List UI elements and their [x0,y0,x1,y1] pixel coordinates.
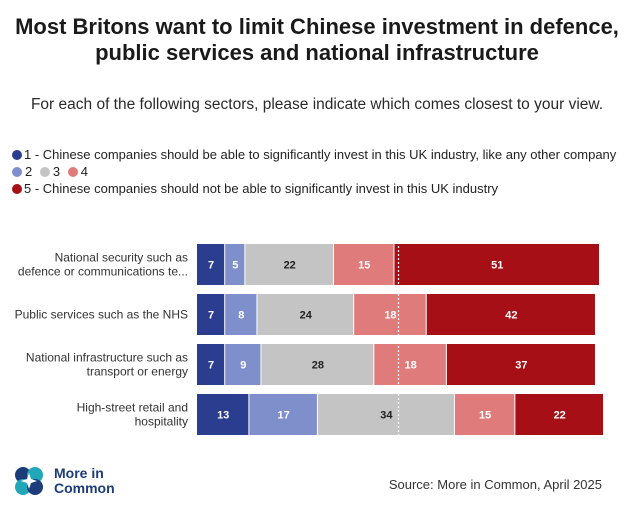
bar-segment [354,294,426,335]
legend-item-3: 3 [39,164,61,179]
legend-swatch-3 [39,167,50,177]
bar-segment [515,394,604,435]
bar-segment [317,394,454,435]
brand-line-1: More in [54,465,104,481]
bar-segment [225,244,245,285]
legend-swatch-2 [12,167,22,177]
category-label: High-street retail and hospitality [77,401,188,429]
category-label: Public services such as the NHS [15,308,188,322]
bar-segment [257,294,354,335]
data-label: 15 [479,410,491,422]
category-label: National security such as defence or comm… [18,251,188,279]
data-label: 24 [300,310,313,322]
bar-segment [426,294,595,335]
legend-label-5: 5 - Chinese companies should not be able… [24,181,499,196]
legend-label-2: 2 [25,164,33,179]
data-label: 17 [278,410,290,422]
legend-label-1: 1 - Chinese companies should be able to … [24,147,617,162]
bar-segment [454,394,515,435]
legend-label-3: 3 [52,164,61,179]
legend-items-2-4: 2 3 4 [12,163,622,180]
data-label: 42 [505,310,517,322]
bar-segment [249,394,317,435]
bar-segment [394,244,599,285]
bar-segment [261,344,374,385]
category-label: National infrastructure such as transport… [26,351,188,379]
bar-segment [374,344,446,385]
bar-segment [225,344,261,385]
source-note: Source: More in Common, April 2025 [388,477,602,492]
bar-segment [197,394,249,435]
data-label: 7 [208,260,214,272]
legend-swatch-5 [12,184,22,194]
bar-segment [197,344,225,385]
bar-segment [197,244,225,285]
data-label: 7 [208,310,214,322]
data-label: 37 [515,360,527,372]
data-label: 22 [554,410,566,422]
data-label: 34 [380,410,393,422]
data-label: 51 [491,260,503,272]
brand-line-2: Common [54,480,115,496]
data-label: 5 [232,260,238,272]
data-label: 18 [404,360,416,372]
chart-subtitle: For each of the following sectors, pleas… [30,96,604,113]
data-label: 7 [208,360,214,372]
legend-item-2: 2 [12,164,32,179]
data-label: 13 [217,410,229,422]
bar-segment [245,244,334,285]
bar-segment [197,294,225,335]
brand-name: More in Common [54,466,115,496]
legend-item-4: 4 [67,164,88,179]
data-label: 22 [284,260,296,272]
bar-segment [225,294,257,335]
bar-segment [334,244,394,285]
bar-segment [446,344,595,385]
stacked-bar-chart: National security such as defence or comm… [15,242,604,437]
legend-swatch-1 [12,150,22,160]
legend-item-1: 1 - Chinese companies should be able to … [12,146,622,163]
data-label: 18 [384,310,396,322]
data-label: 28 [312,360,324,372]
legend-item-5: 5 - Chinese companies should not be able… [12,180,622,197]
data-label: 9 [240,360,246,372]
chart-title: Most Britons want to limit Chinese inves… [15,14,619,65]
more-in-common-logo-icon [15,467,43,495]
legend-swatch-4 [67,167,78,177]
legend-label-4: 4 [80,164,88,179]
legend: 1 - Chinese companies should be able to … [12,146,622,197]
data-label: 8 [238,310,244,322]
data-label: 15 [358,260,370,272]
